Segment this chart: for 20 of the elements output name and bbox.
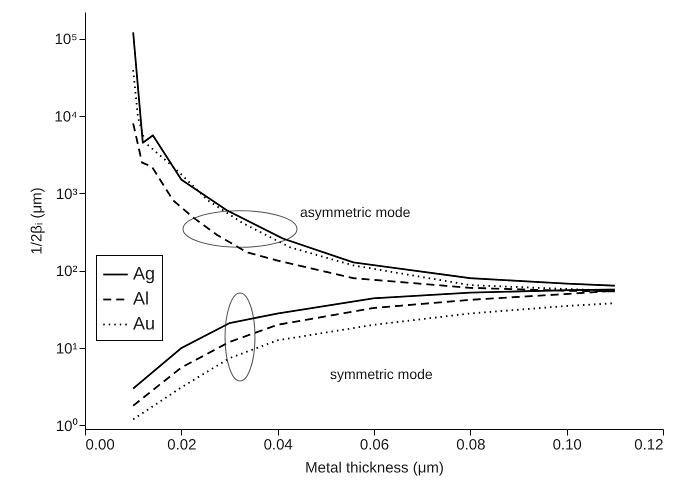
x-axis-title: Metal thickness (μm) — [305, 460, 444, 476]
annotation: symmetric mode — [330, 366, 433, 382]
y-tick-label: 10⁵ — [54, 31, 78, 48]
legend-label: Al — [133, 288, 150, 308]
legend-label: Ag — [133, 264, 156, 284]
x-tick-label: 0.02 — [167, 436, 196, 454]
x-tick-label: 0.12 — [634, 436, 664, 454]
annotation: asymmetric mode — [300, 204, 411, 220]
x-tick-label: 0.04 — [264, 436, 293, 454]
y-tick-label: 10¹ — [56, 340, 78, 358]
legend-label: Au — [133, 314, 156, 334]
y-tick-label: 10² — [56, 263, 78, 280]
x-tick-label: 0.06 — [360, 436, 390, 454]
y-tick-label: 10³ — [56, 186, 78, 203]
x-tick-label: 0.00 — [86, 436, 115, 454]
x-tick-label: 0.10 — [552, 436, 582, 454]
x-tick-label: 0.08 — [456, 436, 486, 454]
y-tick-label: 10⁰ — [56, 418, 78, 435]
y-axis-title: 1/2βᵢ (μm) — [28, 187, 46, 255]
y-tick-label: 10⁴ — [54, 108, 78, 126]
